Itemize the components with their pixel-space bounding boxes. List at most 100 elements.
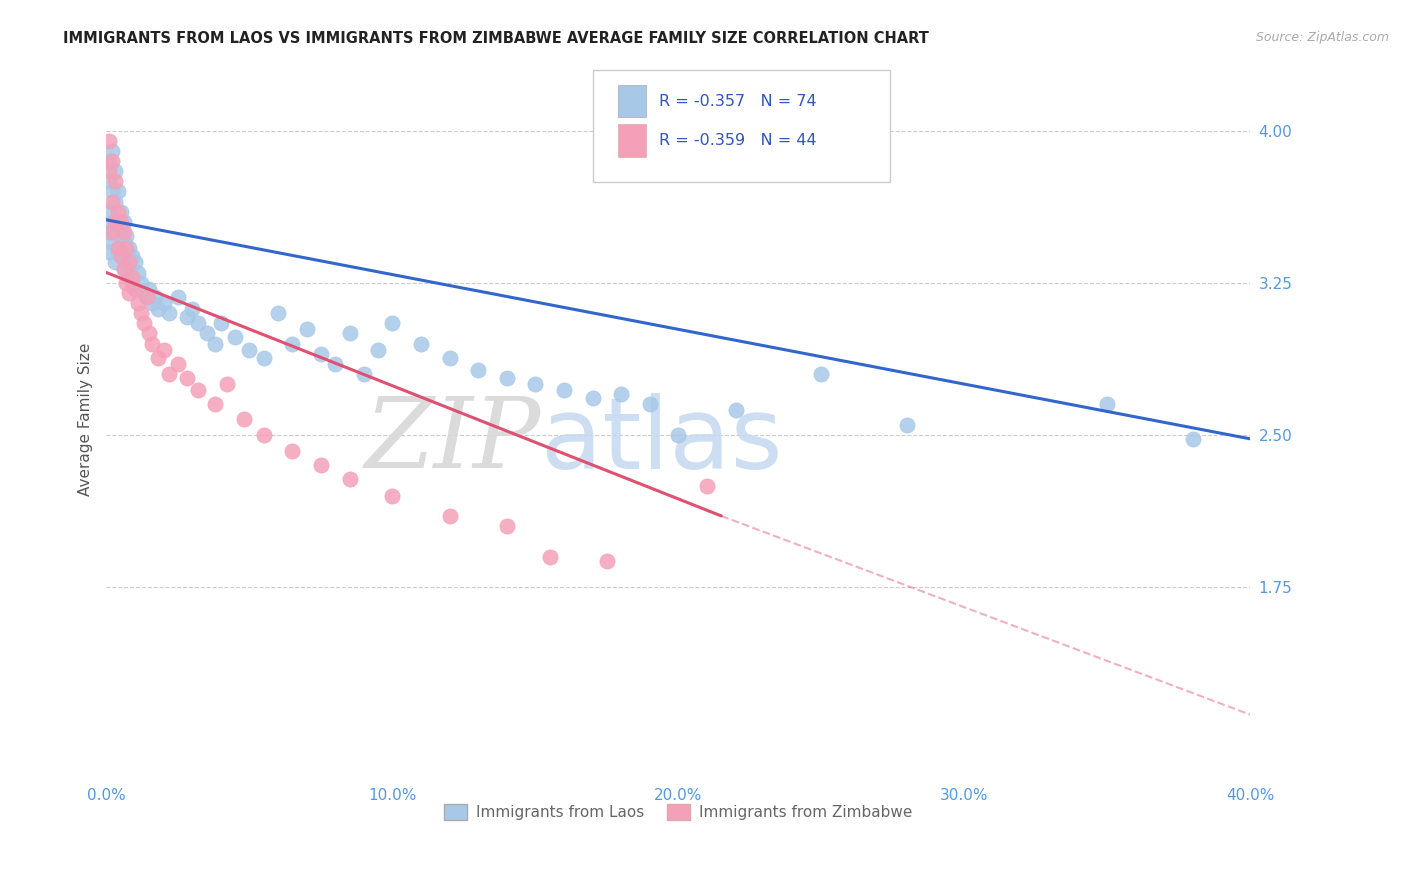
Point	[124, 282, 146, 296]
Point	[143, 290, 166, 304]
Point	[135, 290, 157, 304]
Point	[204, 336, 226, 351]
Point	[118, 269, 141, 284]
Point	[107, 245, 129, 260]
Point	[115, 241, 138, 255]
Point	[810, 367, 832, 381]
Point	[107, 204, 129, 219]
Point	[104, 225, 127, 239]
Point	[638, 397, 661, 411]
Point	[495, 371, 517, 385]
Point	[215, 377, 238, 392]
Point	[141, 296, 163, 310]
Point	[121, 276, 143, 290]
Point	[1182, 432, 1205, 446]
Point	[232, 411, 254, 425]
Point	[176, 371, 198, 385]
Point	[187, 316, 209, 330]
Point	[538, 549, 561, 564]
Point	[146, 351, 169, 365]
Point	[104, 215, 127, 229]
Point	[195, 326, 218, 341]
Point	[381, 489, 404, 503]
Point	[1097, 397, 1119, 411]
Point	[439, 508, 461, 523]
Point	[238, 343, 260, 357]
Point	[98, 164, 121, 178]
Point	[98, 225, 121, 239]
Point	[381, 316, 404, 330]
Point	[104, 164, 127, 178]
Point	[138, 326, 160, 341]
Text: atlas: atlas	[541, 392, 783, 490]
Point	[896, 417, 918, 432]
Point	[267, 306, 290, 320]
Text: Source: ZipAtlas.com: Source: ZipAtlas.com	[1256, 31, 1389, 45]
Point	[209, 316, 232, 330]
Point	[135, 290, 157, 304]
Point	[253, 351, 276, 365]
Point	[141, 336, 163, 351]
Point	[98, 154, 121, 169]
Point	[367, 343, 389, 357]
Point	[107, 215, 129, 229]
FancyBboxPatch shape	[592, 70, 890, 182]
Point	[124, 282, 146, 296]
Point	[309, 458, 332, 473]
Point	[127, 296, 149, 310]
Point	[596, 553, 619, 567]
Point	[101, 185, 124, 199]
Point	[121, 249, 143, 263]
Point	[112, 215, 135, 229]
Point	[295, 322, 318, 336]
Point	[112, 235, 135, 249]
Point	[353, 367, 375, 381]
Point	[118, 241, 141, 255]
Legend: Immigrants from Laos, Immigrants from Zimbabwe: Immigrants from Laos, Immigrants from Zi…	[437, 797, 920, 826]
Point	[495, 519, 517, 533]
Point	[187, 383, 209, 397]
Point	[115, 276, 138, 290]
Point	[110, 215, 132, 229]
Point	[204, 397, 226, 411]
Point	[467, 363, 489, 377]
Text: IMMIGRANTS FROM LAOS VS IMMIGRANTS FROM ZIMBABWE AVERAGE FAMILY SIZE CORRELATION: IMMIGRANTS FROM LAOS VS IMMIGRANTS FROM …	[63, 31, 929, 46]
Point	[115, 229, 138, 244]
Point	[157, 306, 180, 320]
Point	[118, 285, 141, 300]
Text: R = -0.357   N = 74: R = -0.357 N = 74	[659, 94, 817, 109]
Point	[101, 144, 124, 158]
Point	[98, 134, 121, 148]
Bar	[617, 124, 647, 157]
Point	[129, 276, 152, 290]
Text: ZIP: ZIP	[366, 393, 541, 489]
Point	[110, 249, 132, 263]
Point	[157, 367, 180, 381]
Point	[98, 204, 121, 219]
Point	[115, 255, 138, 269]
Point	[110, 225, 132, 239]
Text: R = -0.359   N = 44: R = -0.359 N = 44	[659, 134, 817, 148]
Point	[409, 336, 432, 351]
Y-axis label: Average Family Size: Average Family Size	[79, 343, 93, 496]
Point	[101, 154, 124, 169]
Point	[132, 285, 155, 300]
Point	[98, 174, 121, 188]
Point	[696, 478, 718, 492]
Point	[132, 316, 155, 330]
Point	[104, 255, 127, 269]
Point	[724, 403, 747, 417]
Point	[581, 392, 603, 406]
Point	[118, 255, 141, 269]
Point	[146, 301, 169, 316]
Point	[129, 306, 152, 320]
Point	[610, 387, 633, 401]
Point	[309, 347, 332, 361]
Point	[127, 266, 149, 280]
Point	[110, 249, 132, 263]
Point	[668, 427, 690, 442]
Point	[121, 269, 143, 284]
Point	[439, 351, 461, 365]
Point	[101, 194, 124, 209]
Point	[138, 282, 160, 296]
